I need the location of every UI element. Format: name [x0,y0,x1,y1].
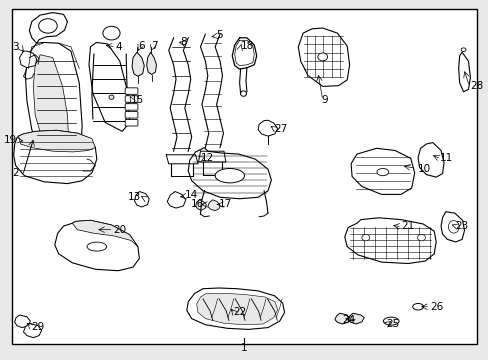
Polygon shape [29,13,67,43]
Text: 12: 12 [200,153,213,163]
FancyBboxPatch shape [125,120,138,126]
Polygon shape [417,143,443,177]
Text: 27: 27 [273,124,286,134]
Text: 29: 29 [31,322,44,332]
Text: 7: 7 [150,41,157,51]
Ellipse shape [460,48,465,51]
FancyBboxPatch shape [125,88,138,94]
Ellipse shape [215,168,244,183]
Polygon shape [146,52,156,75]
Text: 17: 17 [219,199,232,210]
Polygon shape [334,313,349,324]
Ellipse shape [383,317,398,325]
Ellipse shape [102,26,120,40]
Text: 11: 11 [439,153,452,163]
Text: 26: 26 [429,302,443,312]
Text: 13: 13 [127,192,141,202]
Polygon shape [89,42,129,131]
Polygon shape [196,293,277,325]
Text: 15: 15 [131,95,144,105]
Text: 14: 14 [184,190,198,200]
FancyBboxPatch shape [125,112,138,118]
Ellipse shape [39,19,57,33]
Polygon shape [25,42,82,160]
Text: 8: 8 [180,37,186,48]
Polygon shape [195,200,206,210]
Ellipse shape [109,95,114,99]
Polygon shape [55,220,139,271]
Polygon shape [20,51,37,68]
Text: 3: 3 [12,42,19,52]
Text: 20: 20 [113,225,126,235]
Text: 2: 2 [12,168,19,178]
Ellipse shape [87,242,106,251]
Polygon shape [167,192,185,208]
Text: 19: 19 [4,135,17,145]
Ellipse shape [240,91,246,96]
Polygon shape [33,55,68,145]
Text: 18: 18 [240,41,253,51]
Polygon shape [258,120,277,136]
Polygon shape [186,288,284,329]
Polygon shape [440,212,464,242]
FancyBboxPatch shape [125,96,138,102]
Polygon shape [298,28,349,86]
Polygon shape [132,52,144,76]
Text: 21: 21 [400,221,413,231]
Polygon shape [344,218,435,264]
Ellipse shape [412,303,423,310]
Polygon shape [458,52,469,92]
Polygon shape [14,130,97,184]
Polygon shape [134,192,149,207]
Text: 22: 22 [233,307,246,318]
Polygon shape [19,130,95,152]
Polygon shape [207,200,220,211]
Polygon shape [15,315,30,328]
Text: 1: 1 [241,343,247,353]
Polygon shape [188,148,271,199]
Text: 4: 4 [116,42,122,52]
Text: 5: 5 [216,30,223,40]
Polygon shape [72,220,138,247]
Text: 28: 28 [469,81,483,91]
Ellipse shape [317,53,327,61]
Ellipse shape [361,234,369,241]
Text: 6: 6 [138,41,144,51]
Text: 16: 16 [191,199,204,210]
Ellipse shape [376,168,388,176]
Polygon shape [347,313,364,324]
Polygon shape [350,148,414,194]
Ellipse shape [417,234,425,241]
Text: 23: 23 [454,221,467,231]
FancyBboxPatch shape [125,104,138,110]
Text: 24: 24 [342,315,355,325]
Polygon shape [23,323,41,338]
Text: 10: 10 [417,164,430,174]
Text: 9: 9 [321,95,328,105]
Ellipse shape [447,220,458,233]
Text: 25: 25 [386,319,399,329]
